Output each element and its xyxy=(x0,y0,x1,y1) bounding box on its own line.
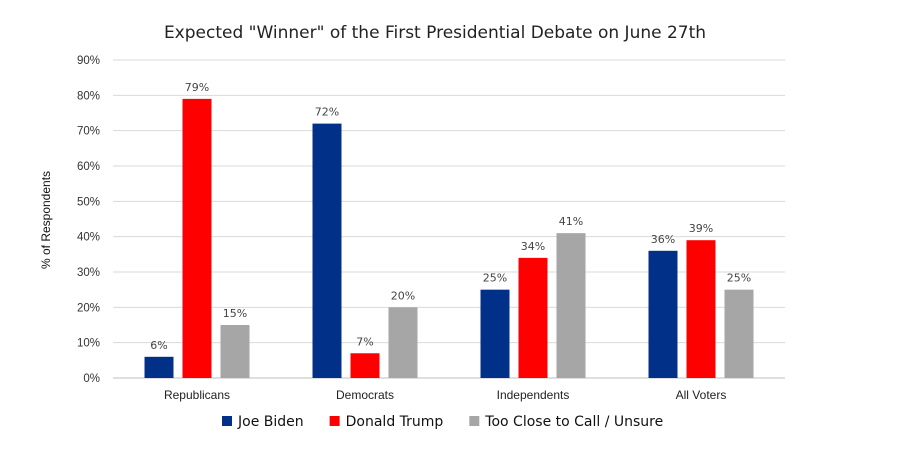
legend-swatch xyxy=(329,416,340,426)
data-label: 7% xyxy=(356,335,373,348)
legend-swatch xyxy=(222,416,232,426)
y-tick-label: 20% xyxy=(77,302,100,314)
bar xyxy=(312,123,342,378)
legend-item: Donald Trump xyxy=(329,414,444,430)
legend-label: Too Close to Call / Unsure xyxy=(484,414,663,430)
bar xyxy=(556,233,586,378)
bar xyxy=(144,356,174,378)
bar xyxy=(182,98,212,378)
bar xyxy=(388,307,418,378)
category-label: Democrats xyxy=(336,388,394,402)
data-labels: 6% 79% 15% 72% 7% 20% 25% 34% 41% 36% 39% 25% xyxy=(150,81,751,352)
legend: Joe Biden Donald Trump Too Close to Call /… xyxy=(222,414,663,430)
bar xyxy=(220,325,250,378)
y-tick-label: 30% xyxy=(77,267,100,279)
data-label: 72% xyxy=(315,106,339,119)
y-tick-label: 10% xyxy=(77,338,100,350)
y-tick-label: 80% xyxy=(77,90,100,102)
data-label: 36% xyxy=(651,233,675,246)
legend-item: Too Close to Call / Unsure xyxy=(469,414,663,430)
bar xyxy=(480,289,510,378)
legend-label: Joe Biden xyxy=(237,414,304,430)
y-tick-label: 0% xyxy=(83,373,100,385)
y-axis-label: % of Respondents xyxy=(39,171,53,269)
y-tick-label: 60% xyxy=(77,161,100,173)
data-label: 25% xyxy=(727,272,751,285)
legend-label: Donald Trump xyxy=(346,414,444,430)
data-label: 6% xyxy=(150,339,167,352)
category-label: All Voters xyxy=(676,388,727,402)
data-label: 34% xyxy=(521,240,545,253)
bar xyxy=(648,250,678,378)
data-label: 39% xyxy=(689,222,713,235)
y-tick-label: 70% xyxy=(77,126,100,138)
y-tick-label: 40% xyxy=(77,232,100,244)
category-label: Republicans xyxy=(164,388,230,402)
legend-item: Joe Biden xyxy=(222,414,304,430)
y-tick-label: 50% xyxy=(77,196,100,208)
data-label: 20% xyxy=(391,289,415,302)
y-axis-ticks: 0% 10% 20% 30% 40% 50% 60% 70% 80% 90% xyxy=(77,55,100,385)
bar xyxy=(724,289,754,378)
bars xyxy=(144,98,754,378)
data-label: 41% xyxy=(559,215,583,228)
data-label: 15% xyxy=(223,307,247,320)
data-label: 25% xyxy=(483,272,507,285)
bar xyxy=(686,240,716,378)
gridlines xyxy=(113,59,785,379)
legend-swatch xyxy=(469,416,480,426)
category-label: Independents xyxy=(497,388,570,402)
chart-title: Expected "Winner" of the First President… xyxy=(164,23,706,43)
bar xyxy=(518,257,548,378)
category-labels: Republicans Democrats Independents All Vote… xyxy=(164,388,726,402)
bar xyxy=(350,353,380,378)
y-tick-label: 90% xyxy=(77,55,100,67)
data-label: 79% xyxy=(185,81,209,94)
